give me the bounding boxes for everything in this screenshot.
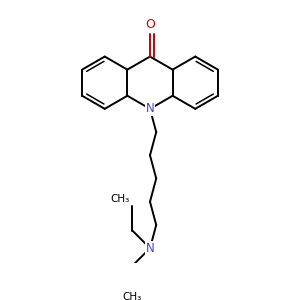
Text: CH₃: CH₃ (110, 194, 130, 204)
Text: N: N (146, 102, 154, 115)
Text: N: N (146, 242, 154, 255)
Text: O: O (145, 18, 155, 31)
Text: CH₃: CH₃ (123, 292, 142, 300)
